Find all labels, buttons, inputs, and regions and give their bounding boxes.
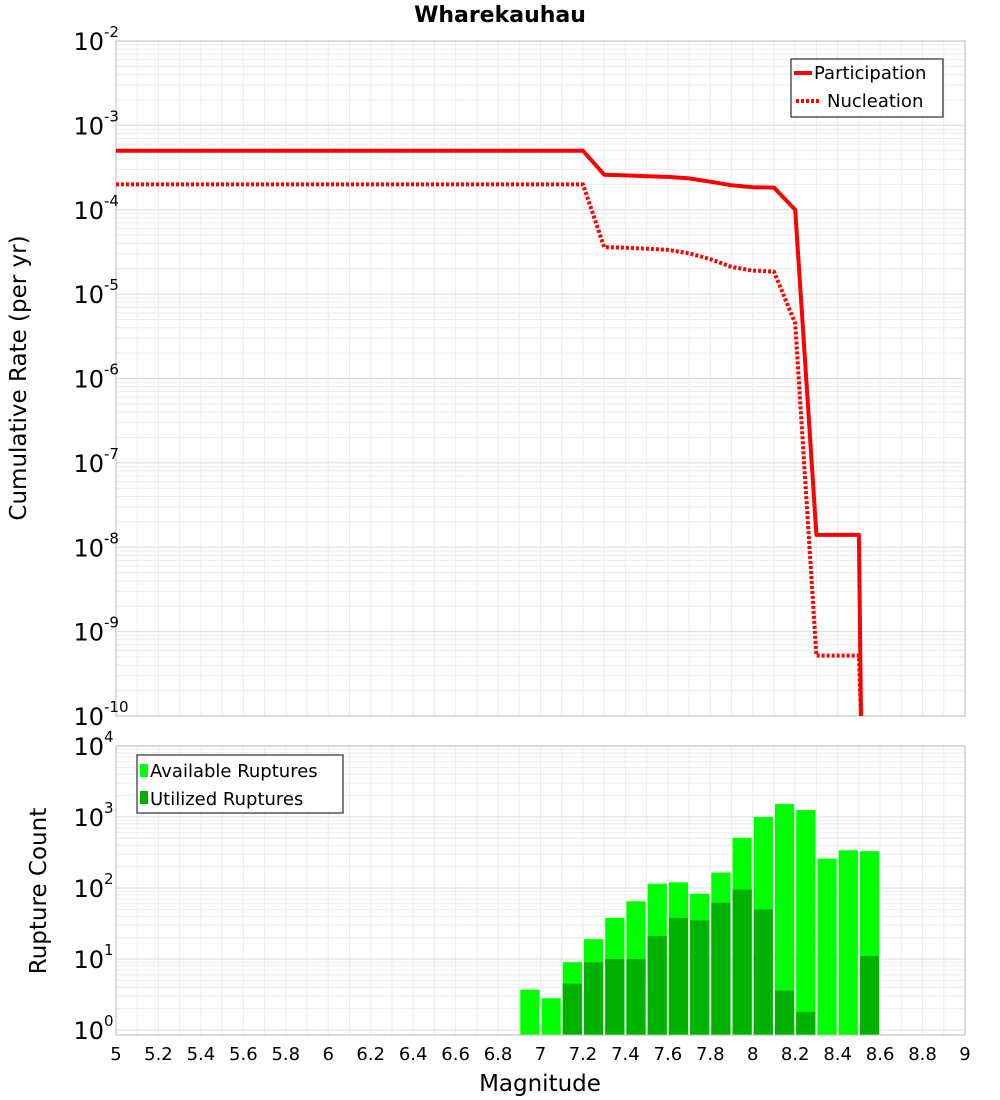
- bottom-y-tick-label: 10: [73, 733, 104, 761]
- top-y-tick-exponent: -6: [104, 361, 119, 379]
- x-tick-label: 6.8: [484, 1044, 513, 1065]
- x-tick-label: 6.4: [399, 1044, 428, 1065]
- bottom-y-tick-label: 10: [73, 804, 104, 832]
- top-y-tick-exponent: -8: [104, 529, 119, 547]
- x-tick-label: 5: [110, 1044, 121, 1065]
- bottom-y-axis-label: Rupture Count: [26, 808, 52, 974]
- x-axis-label: Magnitude: [479, 1071, 601, 1097]
- x-tick-label: 6.6: [441, 1044, 470, 1065]
- top-y-tick-label: 10: [73, 366, 104, 394]
- bar-utilized: [774, 990, 795, 1035]
- bottom-plot-frame: [115, 745, 966, 1036]
- series-line-participation: [116, 148, 863, 717]
- bottom-y-tick-label: 10: [73, 1017, 104, 1045]
- bottom-y-tick-label: 10: [73, 875, 104, 903]
- x-tick-label: 7.4: [611, 1044, 640, 1065]
- x-tick-label: 8.4: [823, 1044, 852, 1065]
- bar-available: [796, 810, 816, 1035]
- top-y-tick-exponent: -7: [104, 445, 119, 463]
- bottom-bars: [520, 804, 880, 1035]
- bar-utilized: [668, 917, 689, 1035]
- bar-utilized: [711, 902, 731, 1035]
- bottom-y-tick-exponent: 0: [104, 1012, 114, 1030]
- bottom-y-tick-label: 10: [73, 946, 104, 974]
- x-tick-label: 7.2: [569, 1044, 598, 1065]
- bar-utilized: [562, 983, 582, 1035]
- top-y-tick-labels: 10-210-310-410-510-610-710-810-910-10: [73, 23, 128, 731]
- bar-utilized: [732, 889, 752, 1035]
- bar-utilized: [626, 958, 646, 1035]
- legend-participation-label: Participation: [814, 63, 926, 84]
- chart-title: Wharekauhau: [414, 3, 586, 28]
- top-gridlines: [115, 41, 966, 717]
- bottom-y-tick-exponent: 4: [104, 728, 114, 746]
- bar-utilized: [583, 962, 604, 1035]
- x-tick-label: 5.4: [187, 1044, 216, 1065]
- bar-utilized: [605, 958, 625, 1035]
- legend-utilized-swatch: [140, 791, 148, 804]
- top-plot-frame: [115, 40, 966, 717]
- top-y-tick-label: 10: [73, 450, 104, 478]
- top-y-tick-label: 10: [73, 619, 104, 647]
- top-y-tick-exponent: -2: [104, 23, 119, 41]
- legend-nucleation-label: Nucleation: [827, 91, 923, 112]
- bar-utilized: [859, 956, 880, 1035]
- top-series-lines: [116, 148, 863, 717]
- bar-available: [541, 998, 561, 1035]
- x-tick-label: 5.6: [229, 1044, 258, 1065]
- x-tick-label: 5.8: [271, 1044, 300, 1065]
- top-y-tick-label: 10: [73, 28, 104, 56]
- bottom-y-tick-exponent: 2: [104, 870, 114, 888]
- top-y-tick-label: 10: [73, 197, 104, 225]
- bar-utilized: [690, 920, 710, 1035]
- bottom-y-tick-exponent: 1: [104, 941, 114, 959]
- series-line-nucleation: [116, 182, 863, 717]
- top-y-tick-exponent: -3: [104, 107, 119, 125]
- bar-available: [520, 989, 540, 1035]
- x-tick-label: 8.8: [908, 1044, 937, 1065]
- bar-available: [774, 804, 795, 1035]
- x-tick-label: 8.2: [781, 1044, 810, 1065]
- top-y-tick-label: 10: [73, 534, 104, 562]
- x-tick-label: 5.2: [144, 1044, 173, 1065]
- bottom-legend: Available Ruptures Utilized Ruptures: [136, 754, 344, 814]
- x-tick-label: 9: [959, 1044, 970, 1065]
- top-y-tick-label: 10: [73, 112, 104, 140]
- legend-available-swatch: [140, 764, 148, 777]
- legend-available-label: Available Ruptures: [150, 761, 318, 782]
- top-y-tick-label: 10: [73, 703, 104, 731]
- x-tick-labels: 5 5.2 5.4 5.6 5.8 6 6.2 6.4 6.6 6.8 7 7.2 7.4 7.6 7.8 8…: [110, 1044, 970, 1065]
- top-legend: Participation Nucleation: [790, 58, 944, 118]
- bar-utilized: [647, 936, 667, 1035]
- bar-utilized: [753, 909, 773, 1035]
- x-tick-label: 8: [747, 1044, 758, 1065]
- top-y-tick-label: 10: [73, 281, 104, 309]
- bar-available: [817, 858, 837, 1035]
- x-tick-label: 7.8: [696, 1044, 725, 1065]
- x-tick-label: 7: [535, 1044, 546, 1065]
- top-y-tick-exponent: -10: [104, 698, 129, 716]
- bar-available: [838, 850, 858, 1035]
- x-tick-label: 6.2: [356, 1044, 385, 1065]
- top-y-tick-exponent: -4: [104, 192, 119, 210]
- top-y-axis-label: Cumulative Rate (per yr): [6, 235, 32, 520]
- x-tick-label: 6: [323, 1044, 334, 1065]
- bar-utilized: [796, 1011, 816, 1035]
- legend-utilized-label: Utilized Ruptures: [150, 789, 303, 810]
- x-tick-label: 8.6: [866, 1044, 895, 1065]
- top-y-tick-exponent: -5: [104, 276, 119, 294]
- x-tick-label: 7.6: [654, 1044, 683, 1065]
- bottom-y-tick-exponent: 3: [104, 799, 114, 817]
- top-y-tick-exponent: -9: [104, 614, 119, 632]
- top-panel: 10-210-310-410-510-610-710-810-910-10 Cu…: [6, 23, 966, 731]
